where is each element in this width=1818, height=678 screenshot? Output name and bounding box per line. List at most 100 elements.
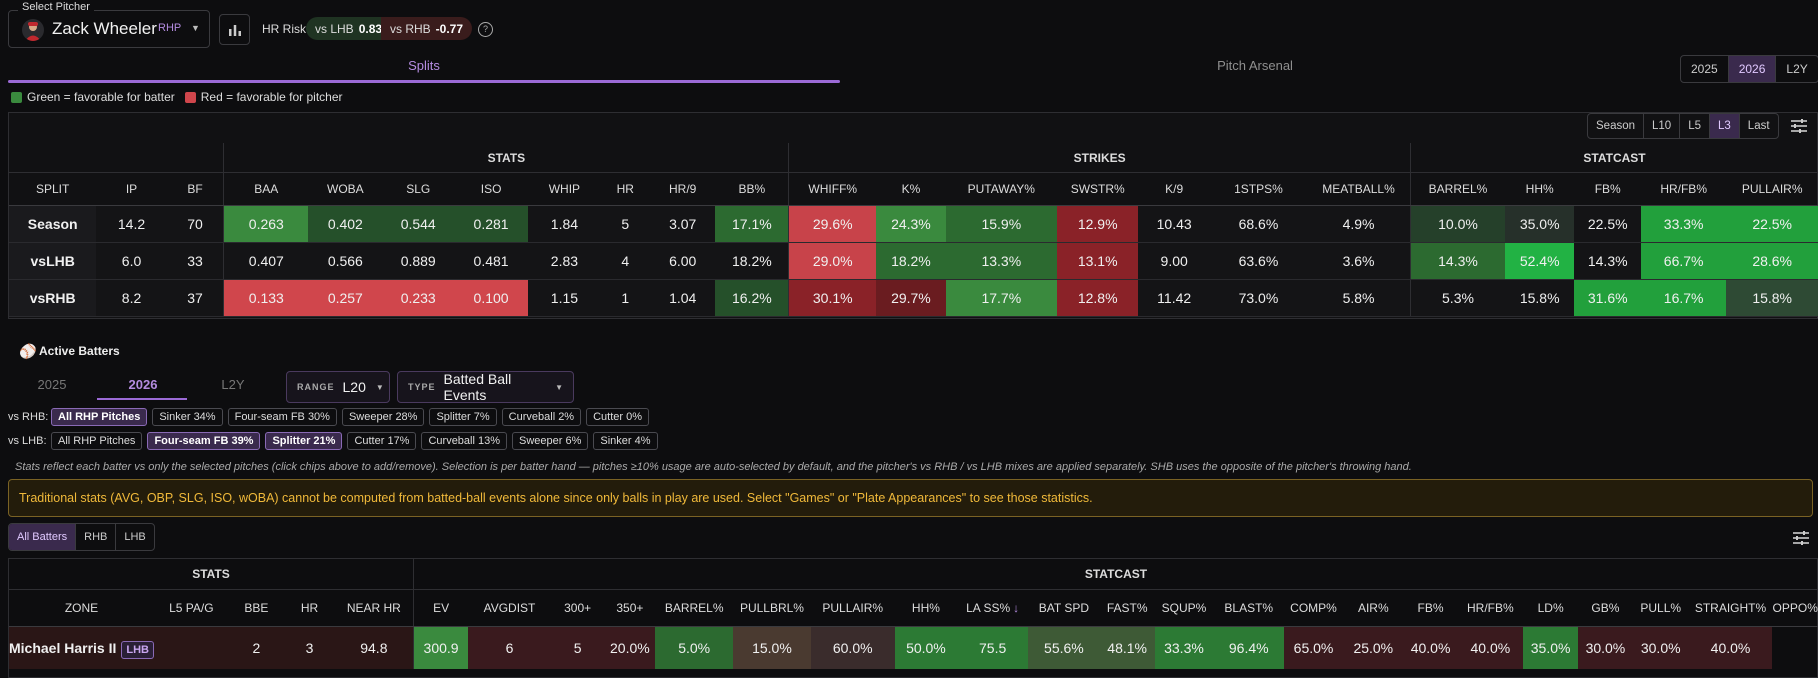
batter-col-hh-pct[interactable]: HH%	[894, 589, 958, 627]
splits-col-woba[interactable]: WOBA	[308, 172, 383, 206]
pitch-chip-cutter-17-pct[interactable]: Cutter 17%	[347, 432, 417, 450]
range-option-l3[interactable]: L3	[1710, 114, 1740, 138]
batter-col-squp-pct[interactable]: SQUP%	[1154, 589, 1214, 627]
splits-col-bb-pct[interactable]: BB%	[715, 172, 789, 206]
batter-col-label: ZONE	[64, 601, 99, 615]
batter-col-l5-pa-g[interactable]: L5 PA/G	[154, 589, 229, 627]
batter-col-bat-spd[interactable]: BAT SPD	[1028, 589, 1100, 627]
pitch-chip-splitter-21-pct[interactable]: Splitter 21%	[265, 432, 343, 450]
batter-tab-2026[interactable]: 2026	[128, 377, 158, 392]
pitch-chip-all-rhp-pitches[interactable]: All RHP Pitches	[51, 432, 143, 450]
batter-col-avgdist[interactable]: AVGDIST	[468, 589, 551, 627]
batter-col-air-pct[interactable]: AIR%	[1342, 589, 1404, 627]
batter-col-oppo-pct[interactable]: OPPO%	[1772, 589, 1818, 627]
splits-col-swstr-pct[interactable]: SWSTR%	[1056, 172, 1139, 206]
pitch-chip-splitter-7-pct[interactable]: Splitter 7%	[429, 408, 497, 426]
pitch-chip-four-seam-fb-30-pct[interactable]: Four-seam FB 30%	[227, 408, 337, 426]
splits-col-iso[interactable]: ISO	[453, 172, 529, 206]
year-option-2026[interactable]: 2026	[1728, 56, 1777, 82]
batter-col-bbe[interactable]: BBE	[228, 589, 285, 627]
range-dropdown[interactable]: RANGE L20 ▼	[286, 371, 390, 403]
pitch-chip-cutter-0-pct[interactable]: Cutter 0%	[586, 408, 650, 426]
batter-filter-rhb[interactable]: RHB	[76, 524, 117, 550]
batter-col-pullair-pct[interactable]: PULLAIR%	[810, 589, 895, 627]
splits-group-row: STATS STRIKES STATCAST	[9, 143, 1818, 173]
batter-col-blast-pct[interactable]: BLAST%	[1213, 589, 1285, 627]
year-option-2025[interactable]: 2025	[1681, 56, 1729, 82]
batter-col-pullbrl-pct[interactable]: PULLBRL%	[733, 589, 811, 627]
range-option-l5[interactable]: L5	[1680, 114, 1710, 138]
batter-col-barrel-pct[interactable]: BARREL%	[655, 589, 734, 627]
pitch-chip-sweeper-28-pct[interactable]: Sweeper 28%	[341, 408, 425, 426]
batter-col-300[interactable]: 300+	[550, 589, 605, 627]
splits-col-whip[interactable]: WHIP	[528, 172, 601, 206]
splits-col-1stps-pct[interactable]: 1STPS%	[1209, 172, 1308, 206]
table-settings-icon[interactable]	[1792, 530, 1810, 549]
splits-col-fb-pct[interactable]: FB%	[1574, 172, 1641, 206]
batter-cell: 300.9	[412, 626, 469, 669]
settings-sliders-icon[interactable]	[1790, 118, 1808, 137]
help-icon[interactable]: ?	[478, 22, 493, 37]
batter-col-gb-pct[interactable]: GB%	[1578, 589, 1633, 627]
batter-col-straight-pct[interactable]: STRAIGHT%	[1688, 589, 1773, 627]
range-option-last[interactable]: Last	[1747, 120, 1770, 132]
pitcher-name: Zack Wheeler	[52, 19, 157, 38]
pitch-chip-sweeper-6-pct[interactable]: Sweeper 6%	[512, 432, 589, 450]
batter-col-pull-pct[interactable]: PULL%	[1632, 589, 1689, 627]
splits-col-hr-fb-pct[interactable]: HR/FB%	[1640, 172, 1727, 206]
batter-col-ld-pct[interactable]: LD%	[1523, 589, 1579, 627]
bar-chart-button[interactable]	[219, 14, 250, 45]
pitcher-select[interactable]	[8, 10, 210, 48]
range-option-l10[interactable]: L10	[1644, 114, 1681, 138]
batter-filter-all-batters[interactable]: All Batters	[9, 524, 77, 550]
pitch-chip-curveball-13-pct[interactable]: Curveball 13%	[421, 432, 508, 450]
batter-col-comp-pct[interactable]: COMP%	[1284, 589, 1343, 627]
batter-col-fb-pct[interactable]: FB%	[1403, 589, 1458, 627]
pitch-chip-sinker-34-pct[interactable]: Sinker 34%	[152, 408, 223, 426]
batter-col-near-hr[interactable]: NEAR HR	[334, 589, 414, 627]
splits-col-whiff-pct[interactable]: WHIFF%	[788, 172, 877, 206]
batter-col-label: PULLBRL%	[739, 601, 804, 615]
batter-col-350[interactable]: 350+	[604, 589, 656, 627]
tab-splits[interactable]: Splits	[408, 58, 440, 73]
range-option-season[interactable]: Season	[1588, 114, 1645, 138]
split-cell: 0.133	[223, 279, 309, 317]
batter-filter-lhb[interactable]: LHB	[124, 531, 146, 543]
batter-col-fast-pct[interactable]: FAST%	[1099, 589, 1155, 627]
splits-col-ip[interactable]: IP	[96, 172, 167, 206]
batter-col-la-ss-pct[interactable]: LA SS% ↓	[957, 589, 1029, 627]
batter-tab-2025[interactable]: 2025	[37, 377, 67, 392]
splits-col-k-9[interactable]: K/9	[1138, 172, 1210, 206]
splits-col-putaway-pct[interactable]: PUTAWAY%	[945, 172, 1057, 206]
splits-col-hr[interactable]: HR	[600, 172, 651, 206]
splits-col-bf[interactable]: BF	[166, 172, 224, 206]
splits-col-hr-9[interactable]: HR/9	[650, 172, 716, 206]
splits-col-slg[interactable]: SLG	[382, 172, 454, 206]
split-cell: 10.0%	[1410, 205, 1505, 243]
pitch-chip-sinker-4-pct[interactable]: Sinker 4%	[593, 432, 658, 450]
split-cell: 30.1%	[788, 279, 877, 317]
batter-tab-l2y[interactable]: L2Y	[221, 377, 245, 392]
batter-col-ev[interactable]: EV	[412, 589, 469, 627]
type-dropdown[interactable]: TYPE Batted Ball Events ▼	[397, 371, 574, 403]
tab-pitch-arsenal[interactable]: Pitch Arsenal	[1217, 58, 1293, 73]
pitch-chip-all-rhp-pitches[interactable]: All RHP Pitches	[51, 408, 148, 426]
splits-col-split[interactable]: SPLIT	[9, 172, 97, 206]
pitch-chip-curveball-2-pct[interactable]: Curveball 2%	[501, 408, 582, 426]
table-row[interactable]: Michael Harris II LHB 2 3 94.8 300.9 6 5 20.0% 5.…	[9, 626, 1818, 669]
splits-col-barrel-pct[interactable]: BARREL%	[1410, 172, 1505, 206]
chevron-down-icon[interactable]: ▼	[191, 23, 200, 33]
pitch-chip-four-seam-fb-39-pct[interactable]: Four-seam FB 39%	[147, 432, 261, 450]
batter-cell: 30.0%	[1578, 626, 1633, 669]
batter-col-hr[interactable]: HR	[284, 589, 335, 627]
batter-col-zone[interactable]: ZONE	[9, 589, 154, 627]
batter-col-hr-fb-pct[interactable]: HR/FB%	[1457, 589, 1524, 627]
splits-col-hh-pct[interactable]: HH%	[1504, 172, 1575, 206]
batter-name[interactable]: Michael Harris II	[9, 640, 117, 656]
split-cell: 17.1%	[715, 205, 789, 243]
year-option-l2y[interactable]: L2Y	[1786, 62, 1808, 76]
splits-col-meatball-pct[interactable]: MEATBALL%	[1307, 172, 1411, 206]
splits-col-k-pct[interactable]: K%	[876, 172, 946, 206]
splits-col-pullair-pct[interactable]: PULLAIR%	[1726, 172, 1818, 206]
splits-col-baa[interactable]: BAA	[223, 172, 309, 206]
